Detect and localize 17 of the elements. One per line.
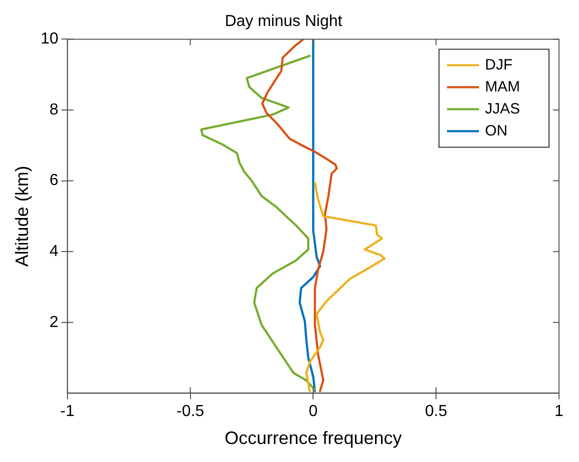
x-axis-title: Occurrence frequency xyxy=(224,428,402,448)
x-tick-label: -1 xyxy=(60,403,75,420)
legend-label: MAM xyxy=(485,78,520,96)
y-tick-label: 8 xyxy=(49,101,58,118)
chart-title: Day minus Night xyxy=(224,13,343,30)
y-tick-label: 10 xyxy=(40,30,58,48)
x-tick-label: 0.5 xyxy=(424,403,448,420)
y-tick-label: 4 xyxy=(49,243,58,260)
y-axis-title: Altitude (km) xyxy=(12,166,32,267)
legend-label: JJAS xyxy=(485,100,520,118)
x-tick-label: 1 xyxy=(554,403,564,420)
y-tick-label: 6 xyxy=(49,172,58,190)
legend-label: DJF xyxy=(485,56,512,74)
y-tick-label: 2 xyxy=(49,314,58,331)
x-tick-label: 0 xyxy=(308,403,318,420)
x-tick-label: -0.5 xyxy=(176,403,204,420)
legend-label: ON xyxy=(485,122,508,140)
